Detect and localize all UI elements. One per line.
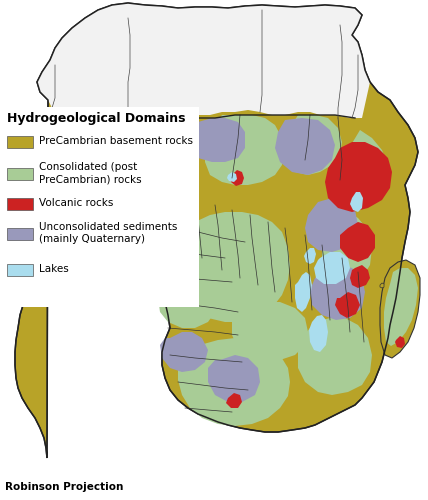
Polygon shape bbox=[145, 148, 198, 185]
Polygon shape bbox=[350, 192, 363, 212]
Polygon shape bbox=[309, 315, 328, 352]
Bar bbox=[7, 264, 33, 276]
Polygon shape bbox=[384, 268, 418, 346]
Polygon shape bbox=[304, 248, 316, 264]
Polygon shape bbox=[340, 222, 375, 262]
Polygon shape bbox=[380, 260, 420, 358]
Polygon shape bbox=[158, 278, 215, 328]
Polygon shape bbox=[128, 210, 142, 226]
Polygon shape bbox=[46, 118, 122, 178]
Text: Consolidated (post
PreCambrian) rocks: Consolidated (post PreCambrian) rocks bbox=[39, 162, 142, 184]
Polygon shape bbox=[205, 115, 285, 185]
Polygon shape bbox=[60, 122, 112, 165]
Polygon shape bbox=[208, 355, 260, 402]
Polygon shape bbox=[305, 198, 358, 252]
Bar bbox=[3, 107, 199, 307]
Polygon shape bbox=[160, 332, 208, 372]
Polygon shape bbox=[40, 160, 56, 178]
Polygon shape bbox=[226, 393, 242, 408]
Polygon shape bbox=[282, 115, 342, 175]
Text: Volcanic rocks: Volcanic rocks bbox=[39, 198, 113, 208]
Text: PreCambrian basement rocks: PreCambrian basement rocks bbox=[39, 136, 193, 146]
Polygon shape bbox=[190, 118, 245, 162]
Polygon shape bbox=[380, 283, 384, 288]
Text: Robinson Projection: Robinson Projection bbox=[5, 482, 123, 492]
Polygon shape bbox=[322, 210, 372, 285]
Polygon shape bbox=[58, 170, 72, 187]
Polygon shape bbox=[130, 188, 178, 232]
Polygon shape bbox=[232, 302, 308, 362]
Polygon shape bbox=[18, 120, 55, 162]
Polygon shape bbox=[178, 338, 290, 426]
Polygon shape bbox=[227, 172, 237, 182]
Polygon shape bbox=[298, 318, 372, 395]
Bar bbox=[7, 228, 33, 240]
Polygon shape bbox=[350, 265, 370, 288]
Polygon shape bbox=[153, 212, 168, 230]
Polygon shape bbox=[18, 118, 58, 168]
Bar bbox=[7, 136, 33, 148]
Polygon shape bbox=[295, 272, 312, 312]
Polygon shape bbox=[335, 292, 360, 318]
Bar bbox=[7, 168, 33, 180]
Text: Lakes: Lakes bbox=[39, 264, 69, 274]
Text: Hydrogeological Domains: Hydrogeological Domains bbox=[7, 112, 185, 125]
Polygon shape bbox=[395, 336, 405, 348]
Polygon shape bbox=[310, 265, 365, 320]
Bar bbox=[7, 198, 33, 210]
Polygon shape bbox=[338, 130, 388, 205]
Text: Unconsolidated sediments
(mainly Quaternary): Unconsolidated sediments (mainly Quatern… bbox=[39, 222, 177, 244]
Polygon shape bbox=[178, 212, 290, 322]
Polygon shape bbox=[314, 252, 350, 284]
Polygon shape bbox=[230, 170, 244, 186]
Polygon shape bbox=[15, 3, 418, 458]
Polygon shape bbox=[325, 142, 392, 212]
Polygon shape bbox=[275, 118, 335, 175]
Polygon shape bbox=[37, 3, 370, 120]
